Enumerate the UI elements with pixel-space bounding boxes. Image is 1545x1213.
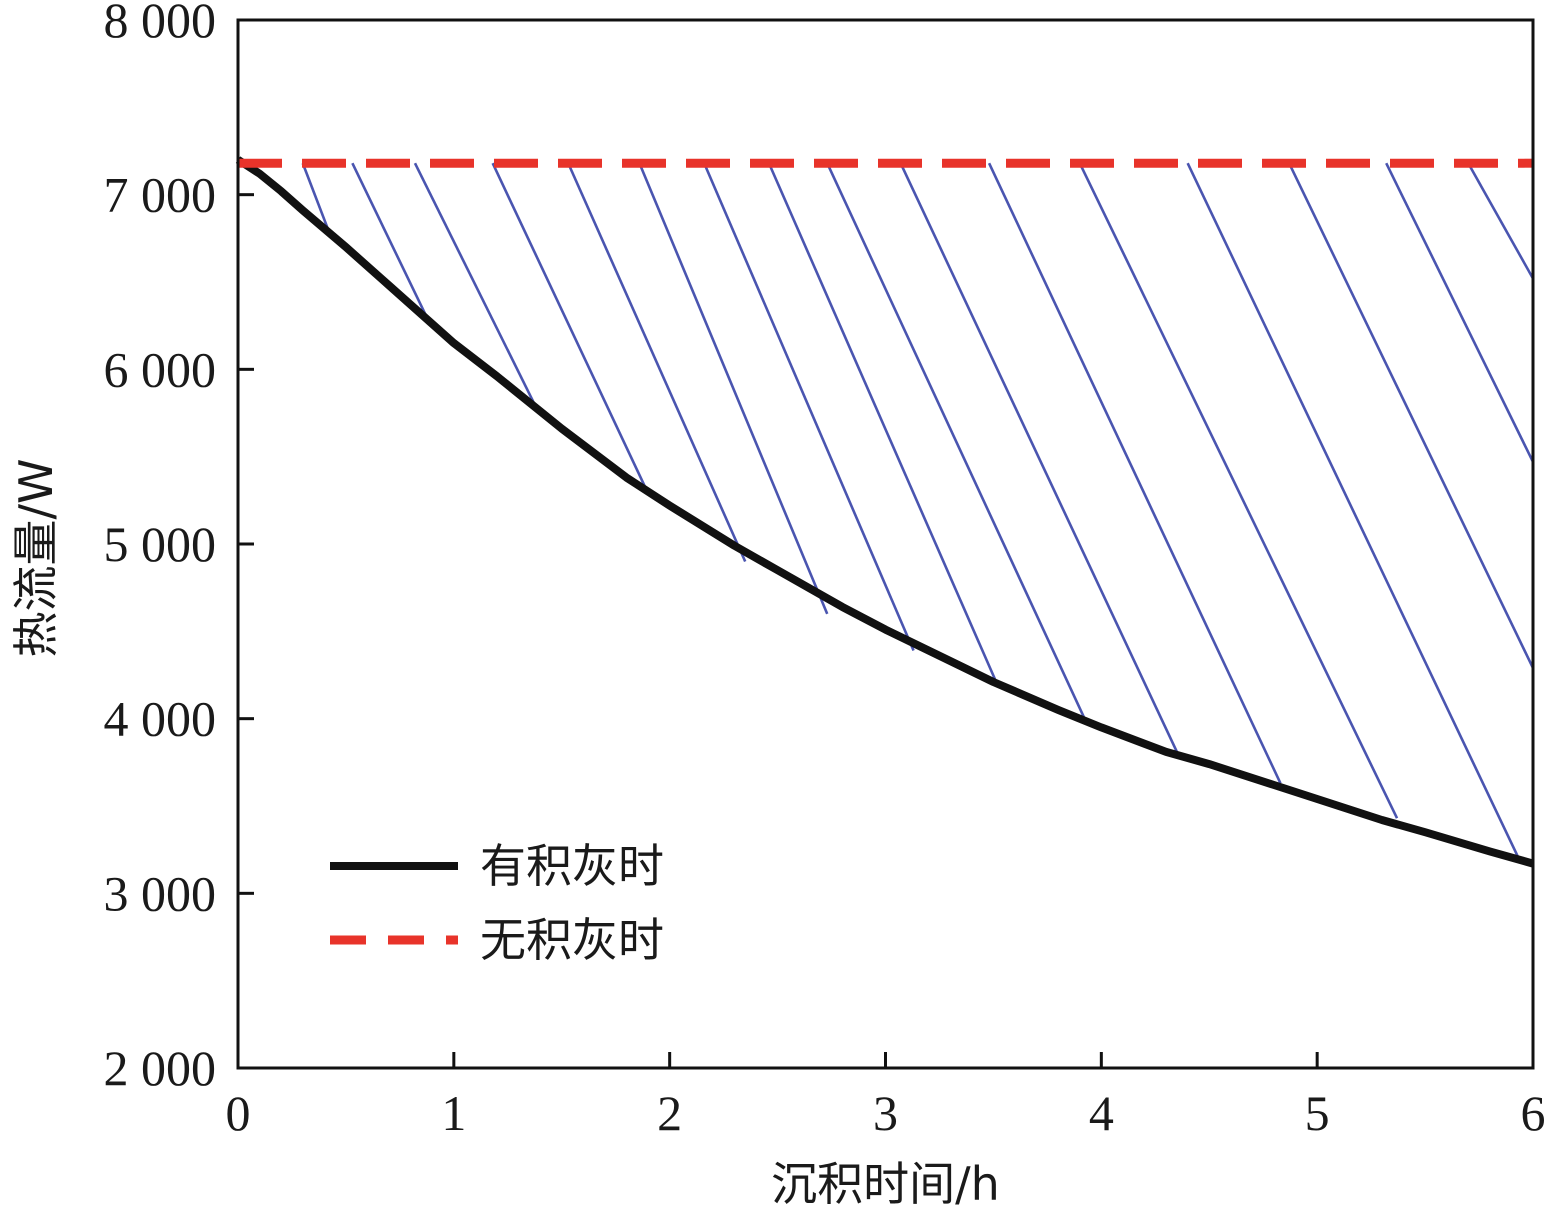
y-tick-label: 5 000 bbox=[104, 516, 217, 572]
hatch-line bbox=[567, 162, 747, 562]
hatch-line bbox=[351, 162, 427, 316]
y-tick-label: 6 000 bbox=[104, 341, 217, 397]
x-tick-label: 5 bbox=[1305, 1085, 1330, 1141]
x-tick-label: 3 bbox=[873, 1085, 898, 1141]
hatch-line bbox=[1186, 162, 1520, 858]
x-axis: 0 1 2 3 4 5 6 bbox=[226, 1052, 1545, 1141]
hatch-line bbox=[1467, 162, 1535, 280]
hatch-line bbox=[987, 162, 1282, 784]
hatch-line bbox=[1287, 162, 1535, 669]
x-tick-label: 0 bbox=[226, 1085, 251, 1141]
legend-label: 无积灰时 bbox=[480, 913, 664, 967]
hatch-line bbox=[826, 162, 1088, 723]
hatch-line bbox=[413, 162, 535, 404]
y-tick-label: 2 000 bbox=[104, 1040, 217, 1096]
hatch-layer bbox=[301, 162, 1535, 858]
y-tick-label: 4 000 bbox=[104, 691, 217, 747]
y-axis: 2 000 3 000 4 000 5 000 6 000 7 000 8 000 bbox=[104, 0, 254, 1096]
hatch-line bbox=[638, 162, 829, 615]
x-tick-label: 6 bbox=[1521, 1085, 1545, 1141]
legend-label: 有积灰时 bbox=[480, 839, 664, 893]
hatch-line bbox=[899, 162, 1179, 753]
hatch-line bbox=[703, 162, 915, 652]
hatch-line bbox=[1078, 162, 1399, 819]
series-layer bbox=[235, 156, 1535, 868]
x-axis-title: 沉积时间/h bbox=[771, 1157, 1000, 1211]
y-tick-label: 3 000 bbox=[104, 865, 217, 921]
plot-frame bbox=[236, 18, 1535, 1070]
hatch-line bbox=[1385, 162, 1535, 463]
y-tick-label: 8 000 bbox=[104, 0, 217, 48]
series-line-with-ash bbox=[235, 156, 1535, 868]
x-tick-label: 2 bbox=[657, 1085, 682, 1141]
hatch-line bbox=[491, 162, 650, 494]
x-tick-label: 4 bbox=[1089, 1085, 1114, 1141]
y-axis-title: 热流量/W bbox=[9, 459, 63, 658]
hatch-line bbox=[301, 162, 333, 238]
y-tick-label: 7 000 bbox=[104, 167, 217, 223]
hatch-line bbox=[767, 162, 999, 687]
x-tick-label: 1 bbox=[441, 1085, 466, 1141]
